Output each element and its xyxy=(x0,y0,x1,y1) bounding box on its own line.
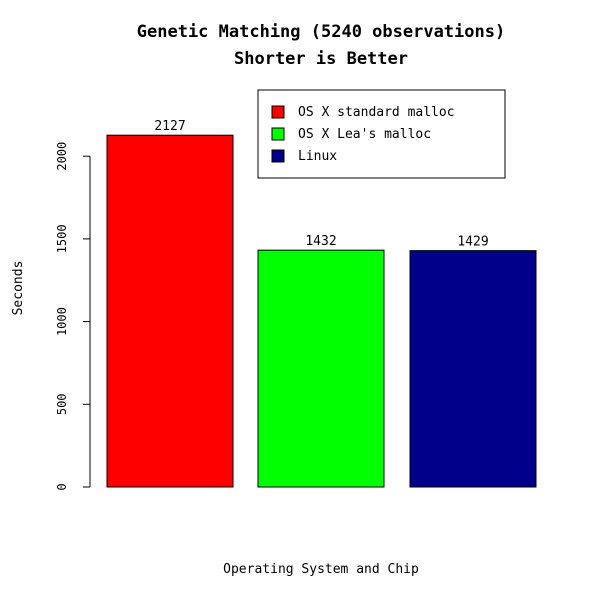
y-tick-label: 0 xyxy=(55,483,69,490)
chart-title: Genetic Matching (5240 observations) xyxy=(137,22,505,42)
legend-label: OS X standard malloc xyxy=(298,105,455,120)
data-label: 1429 xyxy=(457,235,488,250)
legend-entries: OS X standard malloc OS X Lea's malloc Lin… xyxy=(271,105,455,164)
legend: OS X standard malloc OS X Lea's malloc Lin… xyxy=(257,89,506,179)
y-tick-label: 500 xyxy=(55,393,69,415)
data-labels: 2127 1432 1429 xyxy=(154,119,488,249)
legend-swatch xyxy=(271,149,285,163)
bar xyxy=(106,134,234,488)
y-tick-label: 2000 xyxy=(55,142,69,171)
x-axis-label: Operating System and Chip xyxy=(223,562,419,577)
legend-swatch xyxy=(271,127,285,141)
y-tick-label: 1000 xyxy=(55,307,69,336)
data-label: 2127 xyxy=(154,119,185,134)
bars xyxy=(106,134,537,488)
bar xyxy=(409,250,537,488)
bar xyxy=(257,249,385,488)
data-label: 1432 xyxy=(305,234,336,249)
y-tick-label: 1500 xyxy=(55,224,69,253)
chart-subtitle: Shorter is Better xyxy=(234,49,408,69)
y-axis-label: Seconds xyxy=(11,261,26,316)
legend-label: Linux xyxy=(298,149,337,164)
legend-swatch xyxy=(271,105,285,119)
legend-box xyxy=(257,89,506,179)
legend-label: OS X Lea's malloc xyxy=(298,127,431,142)
y-axis: 0 500 1000 1500 2000 xyxy=(55,142,91,491)
